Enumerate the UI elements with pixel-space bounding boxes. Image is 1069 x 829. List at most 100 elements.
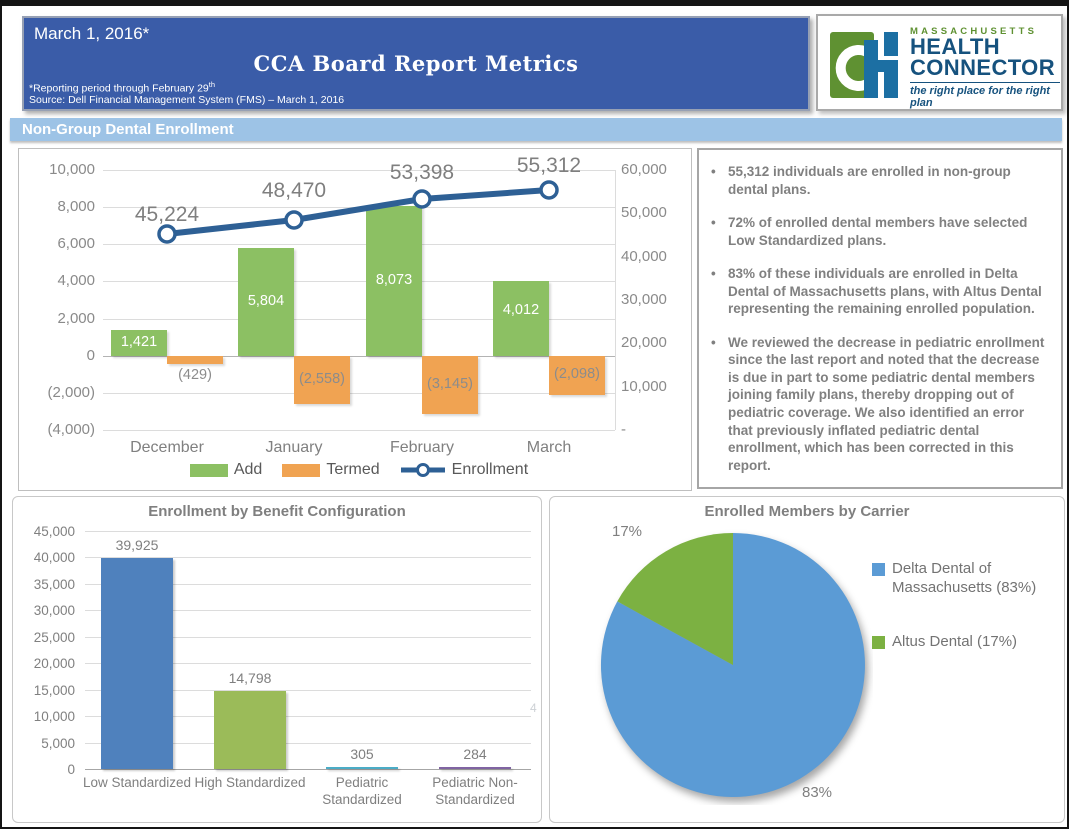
benefit-chart-panel: Enrollment by Benefit Configuration 45,0… <box>12 496 542 823</box>
bar-value-label: 305 <box>350 746 374 762</box>
y-axis-tick: 5,000 <box>41 736 75 751</box>
chart-title: Enrolled Members by Carrier <box>704 503 910 520</box>
pie-data-label-delta: 83% <box>802 784 833 801</box>
pie-slice-delta-dental <box>600 533 865 797</box>
enrollment-value-label: 53,398 <box>389 161 455 184</box>
enrollment-line-icon <box>400 463 445 477</box>
altus-dental-swatch-icon <box>872 636 885 649</box>
bar-high-standardized <box>214 691 286 769</box>
bullet-item: • 55,312 individuals are enrolled in non… <box>711 163 1049 198</box>
pie-data-label-altus: 17% <box>612 523 643 540</box>
legend-label: Altus Dental (17%) <box>892 633 1018 650</box>
bar-pediatric-non-standardized <box>439 767 511 769</box>
source-note: Source: Dell Financial Management System… <box>29 94 345 106</box>
section-header: Non-Group Dental Enrollment <box>10 118 1062 141</box>
bar-pediatric-standardized <box>326 767 398 769</box>
gridline <box>85 584 531 585</box>
y-axis-tick: 20,000 <box>33 656 75 671</box>
add-value-label: 8,073 <box>375 272 413 288</box>
bar-value-label: 284 <box>463 746 487 762</box>
report-date: March 1, 2016* <box>34 24 150 43</box>
gridline <box>85 610 531 611</box>
termed-value-label: (2,098) <box>554 366 600 382</box>
bullet-text: 83% of these individuals are enrolled in… <box>728 266 1042 317</box>
logo-name-line2: CONNECTOR <box>910 54 1055 80</box>
x-axis-label: Low Standardized <box>82 775 192 790</box>
right-axis-tick: 30,000 <box>621 291 667 308</box>
x-axis-label: Pediatric Non-Standardized <box>432 775 518 807</box>
bullet-item: • 72% of enrolled dental members have se… <box>711 214 1049 249</box>
right-axis-tick: 40,000 <box>621 248 667 265</box>
right-axis-tick: - <box>621 421 626 438</box>
bullet-icon: • <box>711 215 716 231</box>
right-axis-tick: 10,000 <box>621 378 667 395</box>
termed-bar-march <box>549 356 605 395</box>
gridline <box>85 557 531 558</box>
left-axis-tick: (2,000) <box>47 384 95 401</box>
bullet-text: 55,312 individuals are enrolled in non-g… <box>728 164 1011 197</box>
x-axis-label: February <box>389 439 455 456</box>
bullet-item: • 83% of these individuals are enrolled … <box>711 265 1049 318</box>
bar-value-label: 14,798 <box>228 670 272 686</box>
carrier-pie-chart <box>600 533 865 797</box>
pie-slice-altus-dental <box>617 533 733 665</box>
y-axis-tick: 0 <box>67 762 75 777</box>
gridline <box>103 319 615 320</box>
legend-item-altus-dental: Altus Dental (17%) <box>872 633 1050 652</box>
enrollment-marker-february <box>412 189 432 209</box>
plot-right-border <box>615 170 616 430</box>
x-axis-label: March <box>526 439 572 456</box>
left-axis-tick: 4,000 <box>57 272 95 289</box>
add-bar-december <box>111 330 167 356</box>
legend-item-termed: Termed <box>282 461 380 479</box>
add-value-label: 5,804 <box>247 293 285 309</box>
y-axis-tick: 30,000 <box>33 603 75 618</box>
add-bar-january <box>238 248 294 356</box>
bullet-icon: • <box>711 334 716 350</box>
reporting-period-note: *Reporting period through February 29th <box>29 80 215 95</box>
termed-value-label: (3,145) <box>427 376 473 392</box>
bullet-item: • We reviewed the decrease in pediatric … <box>711 334 1049 474</box>
termed-swatch-icon <box>282 463 321 477</box>
termed-value-label: (2,558) <box>299 371 345 387</box>
left-axis-tick: 2,000 <box>57 310 95 327</box>
commentary-panel: • 55,312 individuals are enrolled in non… <box>697 148 1063 489</box>
legend-item-add: Add <box>189 461 262 479</box>
logo-tagline: the right place for the right plan <box>910 81 1060 109</box>
combo-chart-legend: Add Termed Enrollment <box>103 461 615 479</box>
left-axis-tick: 8,000 <box>57 198 95 215</box>
termed-bar-january <box>294 356 350 404</box>
gridline <box>85 637 531 638</box>
legend-label: Delta Dental of Massachusetts (83%) <box>892 560 1037 596</box>
gridline <box>85 743 531 744</box>
y-axis-tick: 10,000 <box>33 709 75 724</box>
gridline <box>85 716 531 717</box>
x-axis-label: High Standardized <box>194 775 306 790</box>
bullet-icon: • <box>711 266 716 282</box>
gridline <box>103 393 615 394</box>
legend-label: Enrollment <box>451 461 529 478</box>
page-title: CCA Board Report Metrics <box>253 51 579 76</box>
logo-region-label: MASSACHUSETTS <box>910 26 1038 37</box>
zero-gridline <box>103 356 615 357</box>
x-axis-label: Pediatric Standardized <box>322 775 402 807</box>
y-axis-tick: 40,000 <box>33 550 75 565</box>
bar-value-label: 39,925 <box>115 537 159 553</box>
reporting-period-superscript: th <box>208 80 216 89</box>
delta-dental-swatch-icon <box>872 563 885 576</box>
y-axis-tick: 35,000 <box>33 577 75 592</box>
bullet-icon: • <box>711 164 716 179</box>
termed-bar-december <box>167 356 223 364</box>
left-axis-tick: 0 <box>86 347 95 364</box>
legend-item-enrollment: Enrollment <box>400 461 528 479</box>
page-number: 4 <box>530 701 537 715</box>
add-swatch-icon <box>189 463 228 477</box>
bullet-text: We reviewed the decrease in pediatric en… <box>728 334 1045 473</box>
bullet-text: 72% of enrolled dental members have sele… <box>728 215 1028 248</box>
y-axis-tick: 45,000 <box>33 524 75 539</box>
left-axis-tick: 10,000 <box>49 161 95 178</box>
bar-low-standardized <box>101 558 173 769</box>
gridline <box>103 244 615 245</box>
enrollment-marker-january <box>284 210 304 230</box>
